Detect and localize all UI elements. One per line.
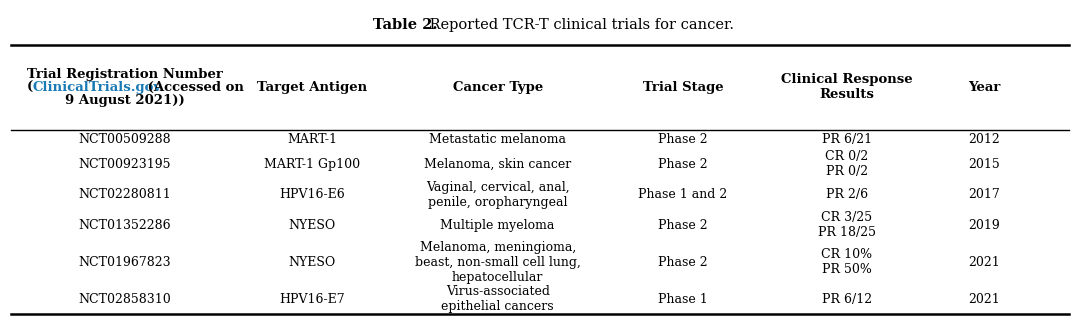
Text: Melanoma, meningioma,
beast, non-small cell lung,
hepatocellular: Melanoma, meningioma, beast, non-small c… [415,241,581,284]
Text: Vaginal, cervical, anal,
penile, oropharyngeal: Vaginal, cervical, anal, penile, orophar… [426,181,569,209]
Text: CR 3/25
PR 18/25: CR 3/25 PR 18/25 [818,211,876,239]
Text: Metastatic melanoma: Metastatic melanoma [429,133,566,146]
Text: Phase 2: Phase 2 [658,219,707,232]
Text: NYESO: NYESO [288,256,336,269]
Text: Melanoma, skin cancer: Melanoma, skin cancer [424,157,571,170]
Text: HPV16-E6: HPV16-E6 [280,188,346,201]
Text: Target Antigen: Target Antigen [257,81,367,94]
Text: Trial Registration Number: Trial Registration Number [27,68,222,81]
Text: PR 6/12: PR 6/12 [822,293,872,306]
Text: (: ( [26,81,32,94]
Text: 2012: 2012 [969,133,1000,146]
Text: CR 10%
PR 50%: CR 10% PR 50% [822,248,873,276]
Text: Table 2.: Table 2. [373,17,437,31]
Text: 2017: 2017 [969,188,1000,201]
Text: NCT01352286: NCT01352286 [78,219,171,232]
Text: Year: Year [969,81,1001,94]
Text: NCT00923195: NCT00923195 [79,157,171,170]
Text: PR 6/21: PR 6/21 [822,133,872,146]
Text: Reported TCR-T clinical trials for cancer.: Reported TCR-T clinical trials for cance… [426,17,734,31]
Text: 9 August 2021)): 9 August 2021)) [65,94,185,107]
Text: HPV16-E7: HPV16-E7 [280,293,346,306]
Text: Phase 2: Phase 2 [658,256,707,269]
Text: Multiple myeloma: Multiple myeloma [441,219,555,232]
Text: Cancer Type: Cancer Type [453,81,543,94]
Text: Clinical Response
Results: Clinical Response Results [781,73,913,101]
Text: Trial Stage: Trial Stage [643,81,724,94]
Text: CR 0/2
PR 0/2: CR 0/2 PR 0/2 [825,150,868,178]
Text: Phase 2: Phase 2 [658,157,707,170]
Text: NCT02858310: NCT02858310 [78,293,171,306]
Text: NCT02280811: NCT02280811 [78,188,171,201]
Text: ClinicalTrials.gov: ClinicalTrials.gov [32,81,162,94]
Text: PR 2/6: PR 2/6 [826,188,868,201]
Text: NYESO: NYESO [288,219,336,232]
Text: 2021: 2021 [969,293,1000,306]
Text: MART-1: MART-1 [287,133,337,146]
Text: (Accessed on: (Accessed on [143,81,244,94]
Text: Phase 2: Phase 2 [658,133,707,146]
Text: 2015: 2015 [969,157,1000,170]
Text: Phase 1: Phase 1 [658,293,707,306]
Text: NCT00509288: NCT00509288 [78,133,171,146]
Text: MART-1 Gp100: MART-1 Gp100 [265,157,361,170]
Text: Virus-associated
epithelial cancers: Virus-associated epithelial cancers [442,285,554,313]
Text: NCT01967823: NCT01967823 [78,256,171,269]
Text: 2021: 2021 [969,256,1000,269]
Text: 2019: 2019 [969,219,1000,232]
Text: Phase 1 and 2: Phase 1 and 2 [638,188,728,201]
